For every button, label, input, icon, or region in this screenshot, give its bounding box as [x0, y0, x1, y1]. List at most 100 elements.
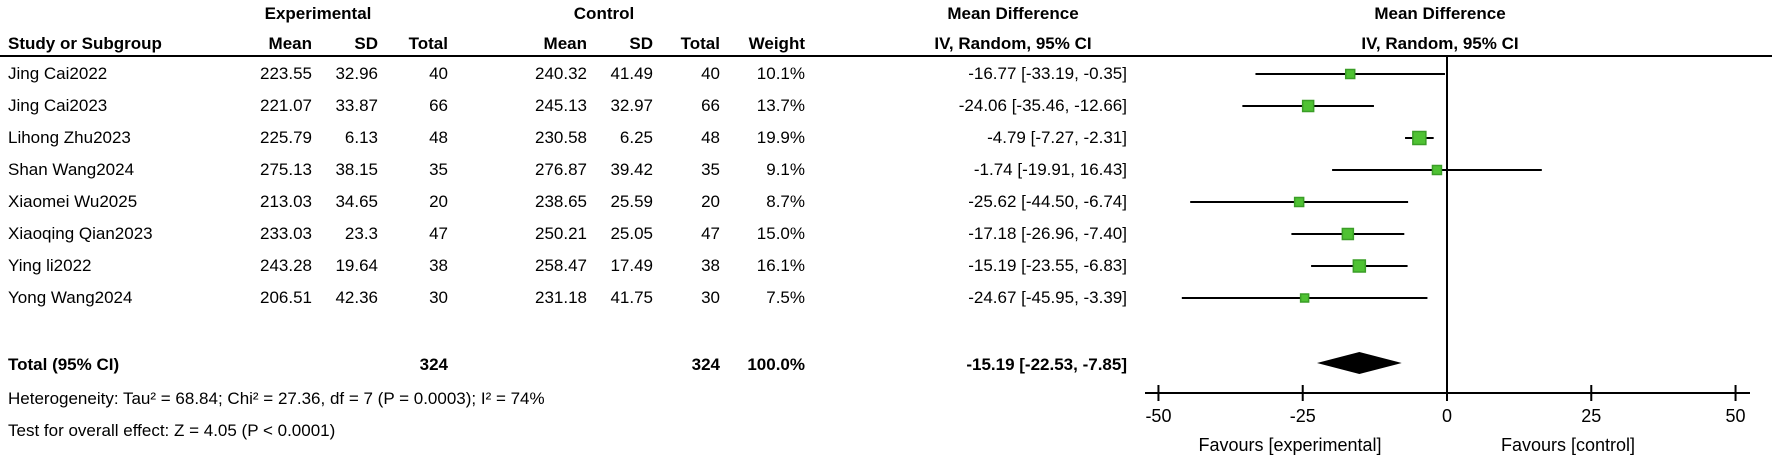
exp-mean-cell: 243.28 [260, 256, 312, 275]
ci-text-cell: -17.18 [-26.96, -7.40] [968, 224, 1127, 243]
axis-tick-label: -50 [1145, 406, 1171, 426]
header-rule [0, 55, 1772, 57]
study-name: Lihong Zhu2023 [8, 128, 131, 147]
exp-mean-cell: 223.55 [260, 64, 312, 83]
ctl-mean-cell: 250.21 [535, 224, 587, 243]
exp-sd-cell: 34.65 [335, 192, 378, 211]
column-header-ci-method: IV, Random, 95% CI [934, 34, 1092, 53]
favours-control-label: Favours [control] [1501, 435, 1635, 455]
effect-marker [1344, 68, 1356, 80]
exp-total-cell: 40 [429, 64, 448, 83]
ctl-total-cell: 20 [701, 192, 720, 211]
ci-text-cell: -15.19 [-23.55, -6.83] [968, 256, 1127, 275]
exp-total-cell: 20 [429, 192, 448, 211]
ci-text-cell: -1.74 [-19.91, 16.43] [973, 160, 1127, 179]
exp-mean-cell: 275.13 [260, 160, 312, 179]
ctl-total-cell: 66 [701, 96, 720, 115]
column-header-ctl-sd: SD [629, 34, 653, 53]
ctl-mean-cell: 238.65 [535, 192, 587, 211]
plot-header-ci-method: IV, Random, 95% CI [1361, 34, 1519, 53]
exp-sd-cell: 6.13 [344, 128, 378, 147]
exp-total-cell: 38 [429, 256, 448, 275]
column-header-exp-mean: Mean [268, 34, 312, 53]
study-name: Shan Wang2024 [8, 160, 135, 179]
total-weight: 100.0% [747, 355, 805, 374]
column-header-weight: Weight [748, 34, 805, 53]
exp-total-cell: 30 [429, 288, 448, 307]
ctl-mean-cell: 276.87 [535, 160, 587, 179]
study-name: Jing Cai2023 [8, 96, 108, 115]
ci-text-cell: -24.06 [-35.46, -12.66] [958, 96, 1127, 115]
ctl-total-cell: 35 [701, 160, 720, 179]
ctl-mean-cell: 240.32 [535, 64, 587, 83]
ctl-sd-cell: 25.05 [610, 224, 653, 243]
ctl-mean-cell: 231.18 [535, 288, 587, 307]
total-ci-text: -15.19 [-22.53, -7.85] [966, 355, 1127, 374]
weight-cell: 9.1% [766, 160, 805, 179]
column-header-exp-total: Total [408, 34, 448, 53]
ctl-sd-cell: 41.49 [610, 64, 653, 83]
exp-mean-cell: 213.03 [260, 192, 312, 211]
ci-text-cell: -4.79 [-7.27, -2.31] [987, 128, 1127, 147]
exp-mean-cell: 206.51 [260, 288, 312, 307]
column-header-mean-difference-text: Mean Difference [947, 4, 1079, 23]
ctl-sd-cell: 25.59 [610, 192, 653, 211]
effect-marker [1299, 293, 1310, 303]
ctl-mean-cell: 258.47 [535, 256, 587, 275]
exp-sd-cell: 23.3 [344, 224, 378, 243]
overall-effect-test: Test for overall effect: Z = 4.05 (P < 0… [8, 421, 336, 440]
column-header-ctl-total: Total [680, 34, 720, 53]
ctl-total-cell: 40 [701, 64, 720, 83]
study-name: Ying li2022 [8, 256, 92, 275]
heterogeneity-stats: Heterogeneity: Tau² = 68.84; Chi² = 27.3… [8, 389, 545, 408]
effect-marker [1301, 99, 1315, 113]
plot-header-mean-difference: Mean Difference [1374, 4, 1506, 23]
axis-tick-label: 0 [1442, 406, 1452, 426]
total-label: Total (95% CI) [8, 355, 120, 374]
ctl-sd-cell: 41.75 [610, 288, 653, 307]
total-ctl-n: 324 [691, 355, 720, 374]
total-exp-n: 324 [419, 355, 448, 374]
exp-total-cell: 48 [429, 128, 448, 147]
axis-tick-label: -25 [1290, 406, 1316, 426]
study-name: Xiaomei Wu2025 [8, 192, 138, 211]
effect-marker [1352, 259, 1367, 273]
ci-text-cell: -25.62 [-44.50, -6.74] [968, 192, 1127, 211]
ctl-total-cell: 30 [701, 288, 720, 307]
ci-text-cell: -16.77 [-33.19, -0.35] [968, 64, 1127, 83]
favours-experimental-label: Favours [experimental] [1198, 435, 1381, 455]
effect-marker [1341, 227, 1355, 241]
ctl-mean-cell: 230.58 [535, 128, 587, 147]
axis-tick-label: 50 [1726, 406, 1746, 426]
weight-cell: 7.5% [766, 288, 805, 307]
ctl-total-cell: 38 [701, 256, 720, 275]
exp-mean-cell: 225.79 [260, 128, 312, 147]
ci-text-cell: -24.67 [-45.95, -3.39] [968, 288, 1127, 307]
ctl-sd-cell: 39.42 [610, 160, 653, 179]
exp-sd-cell: 33.87 [335, 96, 378, 115]
summary-diamond [1316, 352, 1402, 374]
ctl-mean-cell: 245.13 [535, 96, 587, 115]
effect-marker [1431, 164, 1443, 176]
axis-tick-label: 25 [1581, 406, 1601, 426]
column-header-experimental: Experimental [264, 4, 372, 23]
effect-marker [1293, 196, 1305, 208]
weight-cell: 10.1% [756, 64, 805, 83]
column-header-exp-sd: SD [354, 34, 378, 53]
study-name: Xiaoqing Qian2023 [8, 224, 153, 243]
exp-sd-cell: 38.15 [335, 160, 378, 179]
weight-cell: 8.7% [766, 192, 805, 211]
exp-sd-cell: 19.64 [335, 256, 378, 275]
exp-sd-cell: 32.96 [335, 64, 378, 83]
exp-mean-cell: 233.03 [260, 224, 312, 243]
weight-cell: 16.1% [756, 256, 805, 275]
ctl-sd-cell: 32.97 [610, 96, 653, 115]
weight-cell: 19.9% [756, 128, 805, 147]
ctl-total-cell: 47 [701, 224, 720, 243]
study-name: Yong Wang2024 [8, 288, 133, 307]
ctl-sd-cell: 6.25 [619, 128, 653, 147]
column-header-study: Study or Subgroup [8, 34, 162, 53]
exp-total-cell: 66 [429, 96, 448, 115]
